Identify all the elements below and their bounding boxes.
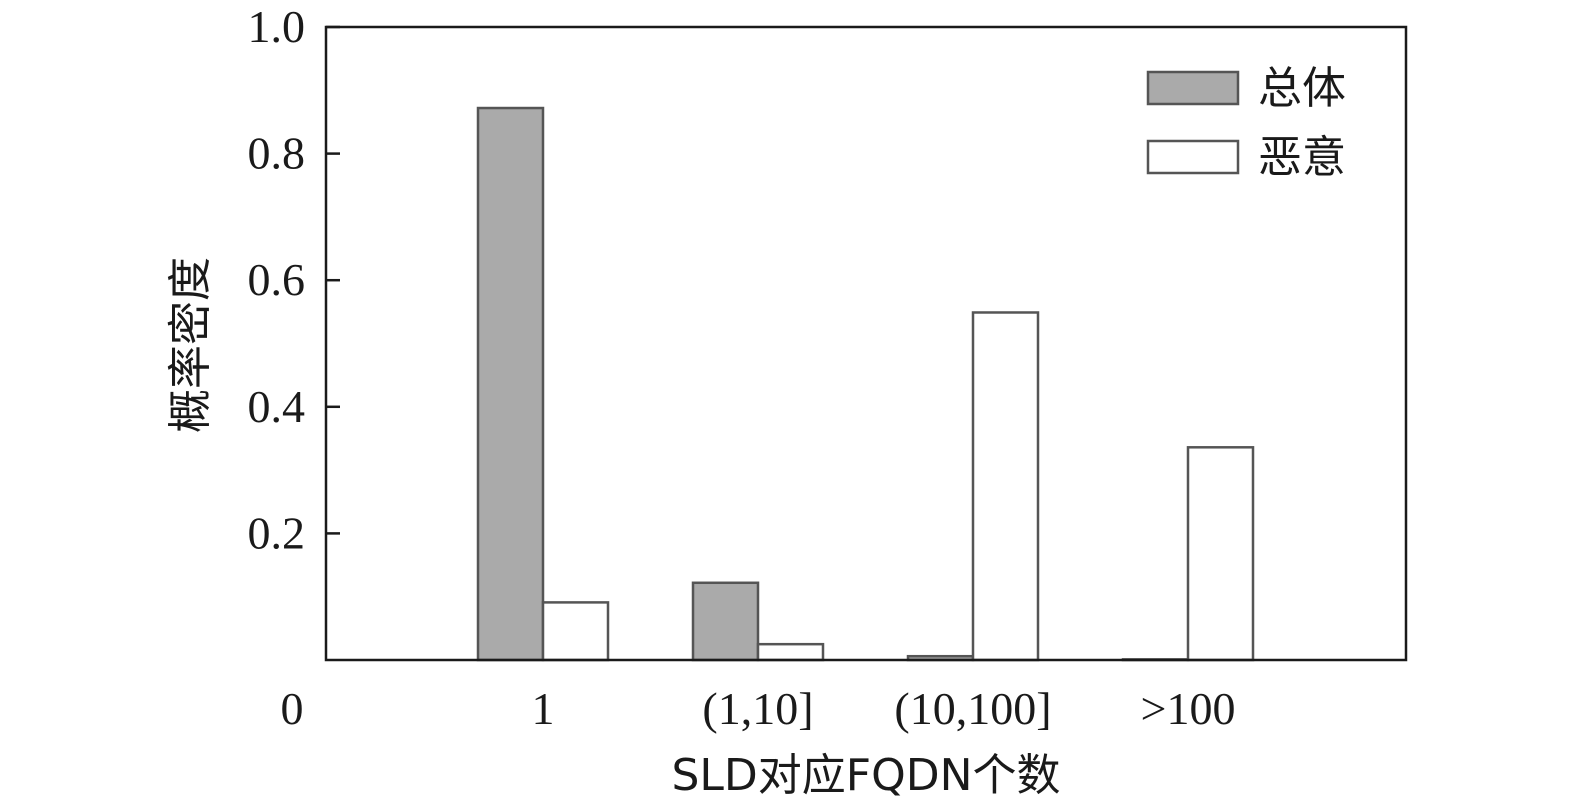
legend-swatch <box>1146 139 1240 175</box>
bar-malicious <box>971 311 1040 662</box>
plot-frame <box>324 25 1408 662</box>
bar-malicious <box>1186 446 1255 662</box>
y-tick-label: 0.8 <box>248 128 306 179</box>
x-origin-label: 0 <box>281 683 304 734</box>
y-tick-label: 1.0 <box>248 1 306 52</box>
x-category-label: >100 <box>1141 683 1236 734</box>
bar-overall <box>691 581 760 662</box>
y-tick-label: 0.2 <box>248 507 306 558</box>
legend-label: 恶意 <box>1258 132 1346 183</box>
y-tick-label: 0.4 <box>248 381 306 432</box>
x-category-label: 1 <box>532 683 555 734</box>
bar-malicious <box>756 642 825 662</box>
x-axis-category-labels: 1 (1,10] (10,100] >100 <box>532 683 1236 734</box>
legend-swatch <box>1146 70 1240 106</box>
bar-overall <box>476 106 545 662</box>
x-axis-title: SLD对应FQDN个数 <box>671 750 1060 801</box>
y-tick-label: 0.6 <box>248 254 306 305</box>
x-category-label: (1,10] <box>702 683 813 734</box>
y-axis-title: 概率密度 <box>165 257 216 433</box>
bar-malicious <box>541 601 610 662</box>
y-axis-ticks: 0.2 0.4 0.6 0.8 1.0 <box>248 1 340 558</box>
bars-layer <box>476 106 1255 662</box>
legend-label: 总体 <box>1258 63 1346 114</box>
x-category-label: (10,100] <box>894 683 1051 734</box>
